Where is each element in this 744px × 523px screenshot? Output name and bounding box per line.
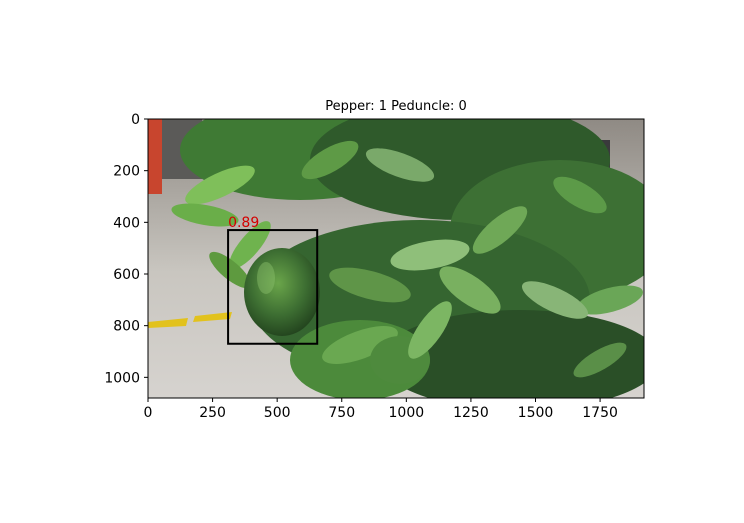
x-tick-label: 1000 — [389, 405, 425, 421]
x-tick-label: 0 — [144, 405, 153, 421]
y-tick-label: 800 — [113, 319, 140, 335]
x-tick-label: 1500 — [518, 405, 554, 421]
detections-layer: 0.89 — [227, 215, 319, 345]
plot-title: Pepper: 1 Peduncle: 0 — [325, 99, 467, 114]
x-axis: 0 250 500 750 1000 1250 1500 1750 — [144, 398, 618, 421]
x-tick-label: 500 — [264, 405, 291, 421]
y-tick-label: 1000 — [104, 370, 140, 386]
x-tick-label: 250 — [199, 405, 226, 421]
y-tick-label: 400 — [113, 215, 140, 231]
y-tick-label: 0 — [131, 112, 140, 128]
detection-score: 0.89 — [228, 215, 259, 231]
y-tick-label: 200 — [113, 164, 140, 180]
x-tick-label: 1750 — [582, 405, 618, 421]
photo-image — [148, 119, 644, 398]
y-axis: 0 200 400 600 800 1000 — [104, 112, 148, 386]
axes-frame — [147, 118, 645, 399]
detection-box — [227, 229, 319, 345]
pepper-fruit — [244, 248, 320, 336]
x-tick-label: 1250 — [453, 405, 489, 421]
x-tick-label: 750 — [328, 405, 355, 421]
y-tick-label: 600 — [113, 267, 140, 283]
